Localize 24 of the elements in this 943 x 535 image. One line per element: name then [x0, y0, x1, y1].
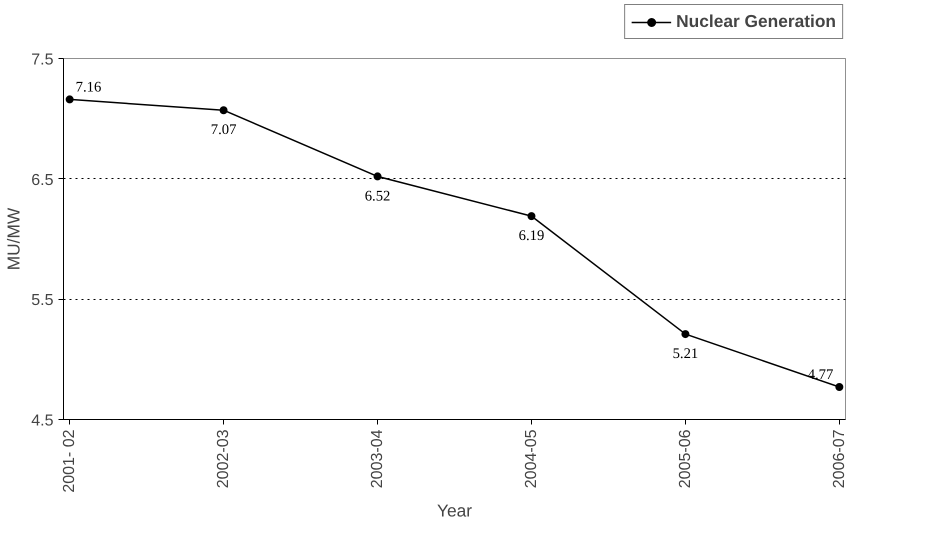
y-tick-label: 5.5: [31, 292, 54, 310]
point: [220, 106, 228, 114]
legend-label: Nuclear Generation: [676, 11, 836, 32]
x-tick-label: 2001- 02: [61, 429, 78, 493]
x-tick-label: 2002-03: [215, 429, 232, 488]
point: [527, 212, 536, 220]
point: [66, 95, 74, 104]
point: [835, 383, 844, 392]
y-axis-title: MU/MW: [3, 207, 24, 270]
x-axis-title: Year: [436, 500, 472, 521]
y-tick-label: 4.5: [31, 412, 54, 430]
y-tick-label: 7.5: [31, 52, 54, 68]
x-tick-label: 2004-05: [522, 429, 540, 488]
x-tick-label: 2005-06: [676, 429, 694, 488]
data-label: 7.07: [210, 122, 236, 138]
data-label: 5.21: [672, 346, 698, 362]
x-tick-label: 2006-07: [830, 429, 848, 488]
y-tick-label: 6.5: [31, 172, 54, 189]
point: [374, 172, 382, 180]
data-label: 6.52: [364, 188, 390, 204]
point: [681, 330, 690, 338]
data-label: 7.16: [76, 79, 102, 96]
x-tick-label: 2003-04: [369, 429, 386, 488]
data-label: 6.19: [518, 228, 544, 244]
